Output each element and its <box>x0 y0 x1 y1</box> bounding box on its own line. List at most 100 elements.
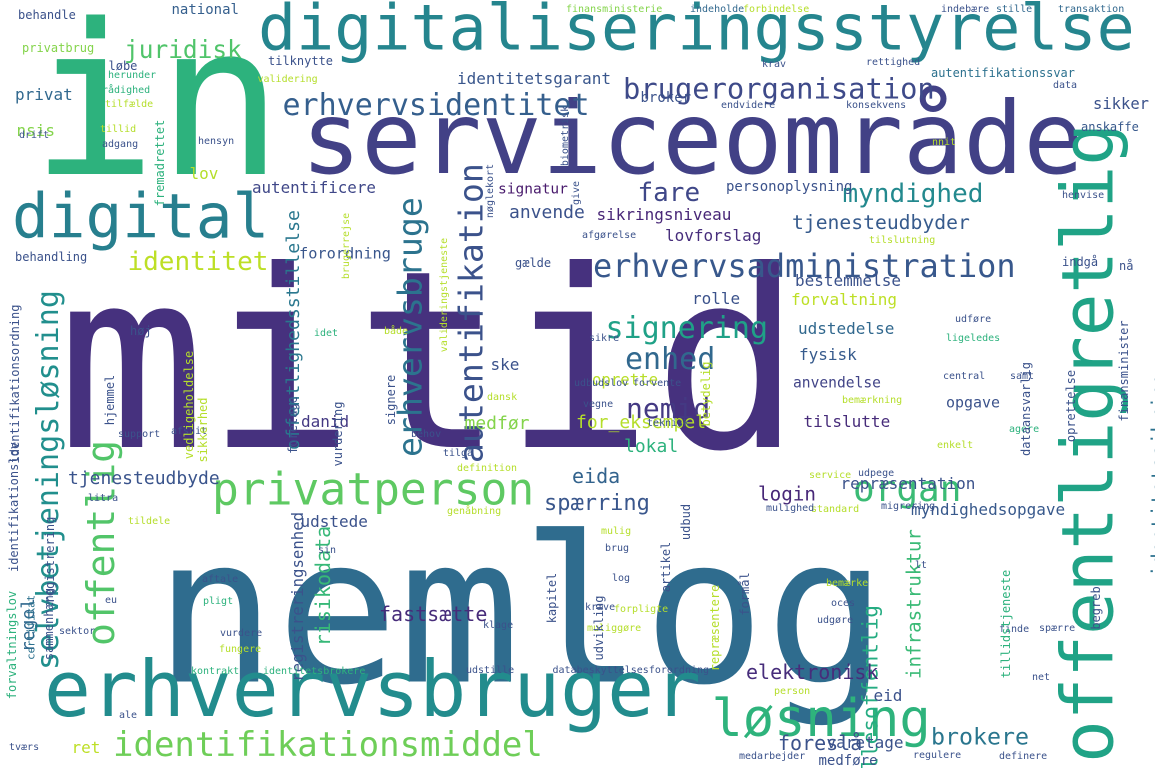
word-bemærkning: bemærkning <box>842 395 903 406</box>
word-udføre: udføre <box>955 314 992 325</box>
word-risikodata: risikodata <box>311 525 336 647</box>
word-udgøre: udgøre <box>817 615 854 626</box>
word-foretage: foretage <box>285 396 300 454</box>
word-tildele: tildele <box>128 516 171 527</box>
word-sikkerhed: sikkerhed <box>196 397 211 463</box>
word-sikker: sikker <box>1093 95 1149 113</box>
word-vedligeholdelse: vedligeholdelse <box>182 350 197 460</box>
word-nemid: nemid <box>626 392 711 425</box>
word-pligt: pligt <box>203 596 234 607</box>
word-fare: fare <box>637 178 701 208</box>
word-medføre: medføre <box>818 753 878 769</box>
word-net: net <box>1032 672 1051 683</box>
word-kræve: kræve <box>585 602 616 613</box>
word-tilslutning: tilslutning <box>869 235 936 246</box>
word-autentificere: autentificere <box>252 178 376 197</box>
word-log: log <box>612 573 631 584</box>
word-henvise: henvise <box>1062 190 1105 201</box>
word-tilknytte: tilknytte <box>268 54 334 68</box>
word-konsekvens: konsekvens <box>846 100 907 111</box>
word-person: person <box>774 686 811 697</box>
word-repræsentation: repræsentation <box>840 474 976 493</box>
word-central: central <box>943 371 986 382</box>
word-signatur: signatur <box>498 181 568 198</box>
word-myndighed: myndighed <box>842 179 984 209</box>
word-genåbning: genåbning <box>447 506 502 517</box>
word-betydelig: betydelig <box>699 361 714 427</box>
word-organ: organ <box>853 469 962 510</box>
word-eida: eida <box>572 464 621 488</box>
word-brug: brug <box>605 543 630 554</box>
word-ligeledes: ligeledes <box>946 333 1001 344</box>
word-formål: formål <box>738 572 753 616</box>
word-anvende: anvende <box>509 202 585 223</box>
word-både: både <box>384 326 409 337</box>
word-hensyn: hensyn <box>198 136 235 147</box>
word-fremadrettet: fremadrettet <box>152 119 167 207</box>
word-nnit: nnit <box>932 137 957 148</box>
word-udbudslov: udbudslov <box>574 378 629 389</box>
word-identitetsgarant: identitetsgarant <box>457 69 611 88</box>
word-identitetsbrokere: identitetsbrokere <box>263 666 366 677</box>
word-løsning: løsning <box>711 689 931 749</box>
word-tillid: tillid <box>100 124 137 135</box>
word-tillidstjeneste: tillidstjeneste <box>999 569 1014 679</box>
word-adgang: adgang <box>102 139 139 150</box>
word-brugerorganisation: brugerorganisation <box>623 71 935 106</box>
word-digitaliseringsstyrelse: digitaliseringsstyrelse <box>258 0 1135 65</box>
word-vurdering: vurdering <box>331 401 346 467</box>
word-sin: sin <box>318 545 337 556</box>
word-validering: validering <box>257 74 318 85</box>
word-udbud: udbud <box>679 503 694 541</box>
word-behandling: behandling <box>15 250 88 264</box>
word-forpligte: forpligte <box>614 604 669 615</box>
word-spærre: spærre <box>1039 623 1076 634</box>
word-tværs: tværs <box>9 742 40 753</box>
word-artikel: artikel <box>658 541 673 593</box>
word-identitetssikring: identitetssikring <box>1146 372 1155 578</box>
word-dataansvarlig: dataansvarlig <box>1018 362 1033 456</box>
word-signere: signere <box>383 374 398 426</box>
word-support: support <box>118 429 161 440</box>
word-forvente: forvente <box>633 378 682 389</box>
word-brokere: brokere <box>931 723 1030 751</box>
word-agere: agere <box>1009 424 1040 435</box>
word-samt: samt <box>1010 371 1035 382</box>
word-eu: eu <box>105 595 118 606</box>
word-indgå: indgå <box>1062 255 1099 269</box>
word-begreb: begreb <box>1089 586 1104 630</box>
word-certifikat: certifikat <box>24 594 38 660</box>
word-mulig: mulig <box>601 526 632 537</box>
word-identifikationslov: identifikationslov <box>7 441 22 573</box>
word-registreringsenhed: registreringsenhed <box>288 511 308 682</box>
word-udpege: udpege <box>858 468 895 479</box>
word-rettighed: rettighed <box>866 57 921 68</box>
word-definition: definition <box>457 463 518 474</box>
word-afgørelse: afgørelse <box>582 230 637 241</box>
word-indebære: indebære <box>941 4 990 15</box>
word-service: service <box>809 470 852 481</box>
word-fysisk: fysisk <box>799 345 857 364</box>
word-regulere: regulere <box>913 750 962 761</box>
word-muliggøre: muliggøre <box>587 623 642 634</box>
word-behandle: behandle <box>18 8 76 22</box>
word-hjemmel: hjemmel <box>102 374 117 426</box>
word-afsnit: afsnit <box>171 426 208 437</box>
word-udstede: udstede <box>300 512 368 531</box>
word-identitet: identitet <box>127 247 269 277</box>
word-udstille: udstille <box>466 665 515 676</box>
word-privatperson: privatperson <box>212 463 535 516</box>
word-give: give <box>571 180 583 206</box>
word-erhvervsidentitet: erhvervsidentitet <box>282 88 590 123</box>
word-herunder: herunder <box>108 70 157 81</box>
word-nøglekort: nøglekort <box>485 163 497 219</box>
word-lov: lov <box>189 164 219 183</box>
word-vurdere: vurdere <box>220 628 263 639</box>
word-ret: ret <box>71 738 101 757</box>
word-broker: broker <box>640 90 692 106</box>
word-in: in <box>30 0 284 224</box>
word-behov: behov <box>411 429 442 440</box>
word-udstedelse: udstedelse <box>798 319 895 338</box>
word-oprette: oprette <box>592 370 659 389</box>
word-identifikationsordning: identifikationsordning <box>7 304 22 464</box>
